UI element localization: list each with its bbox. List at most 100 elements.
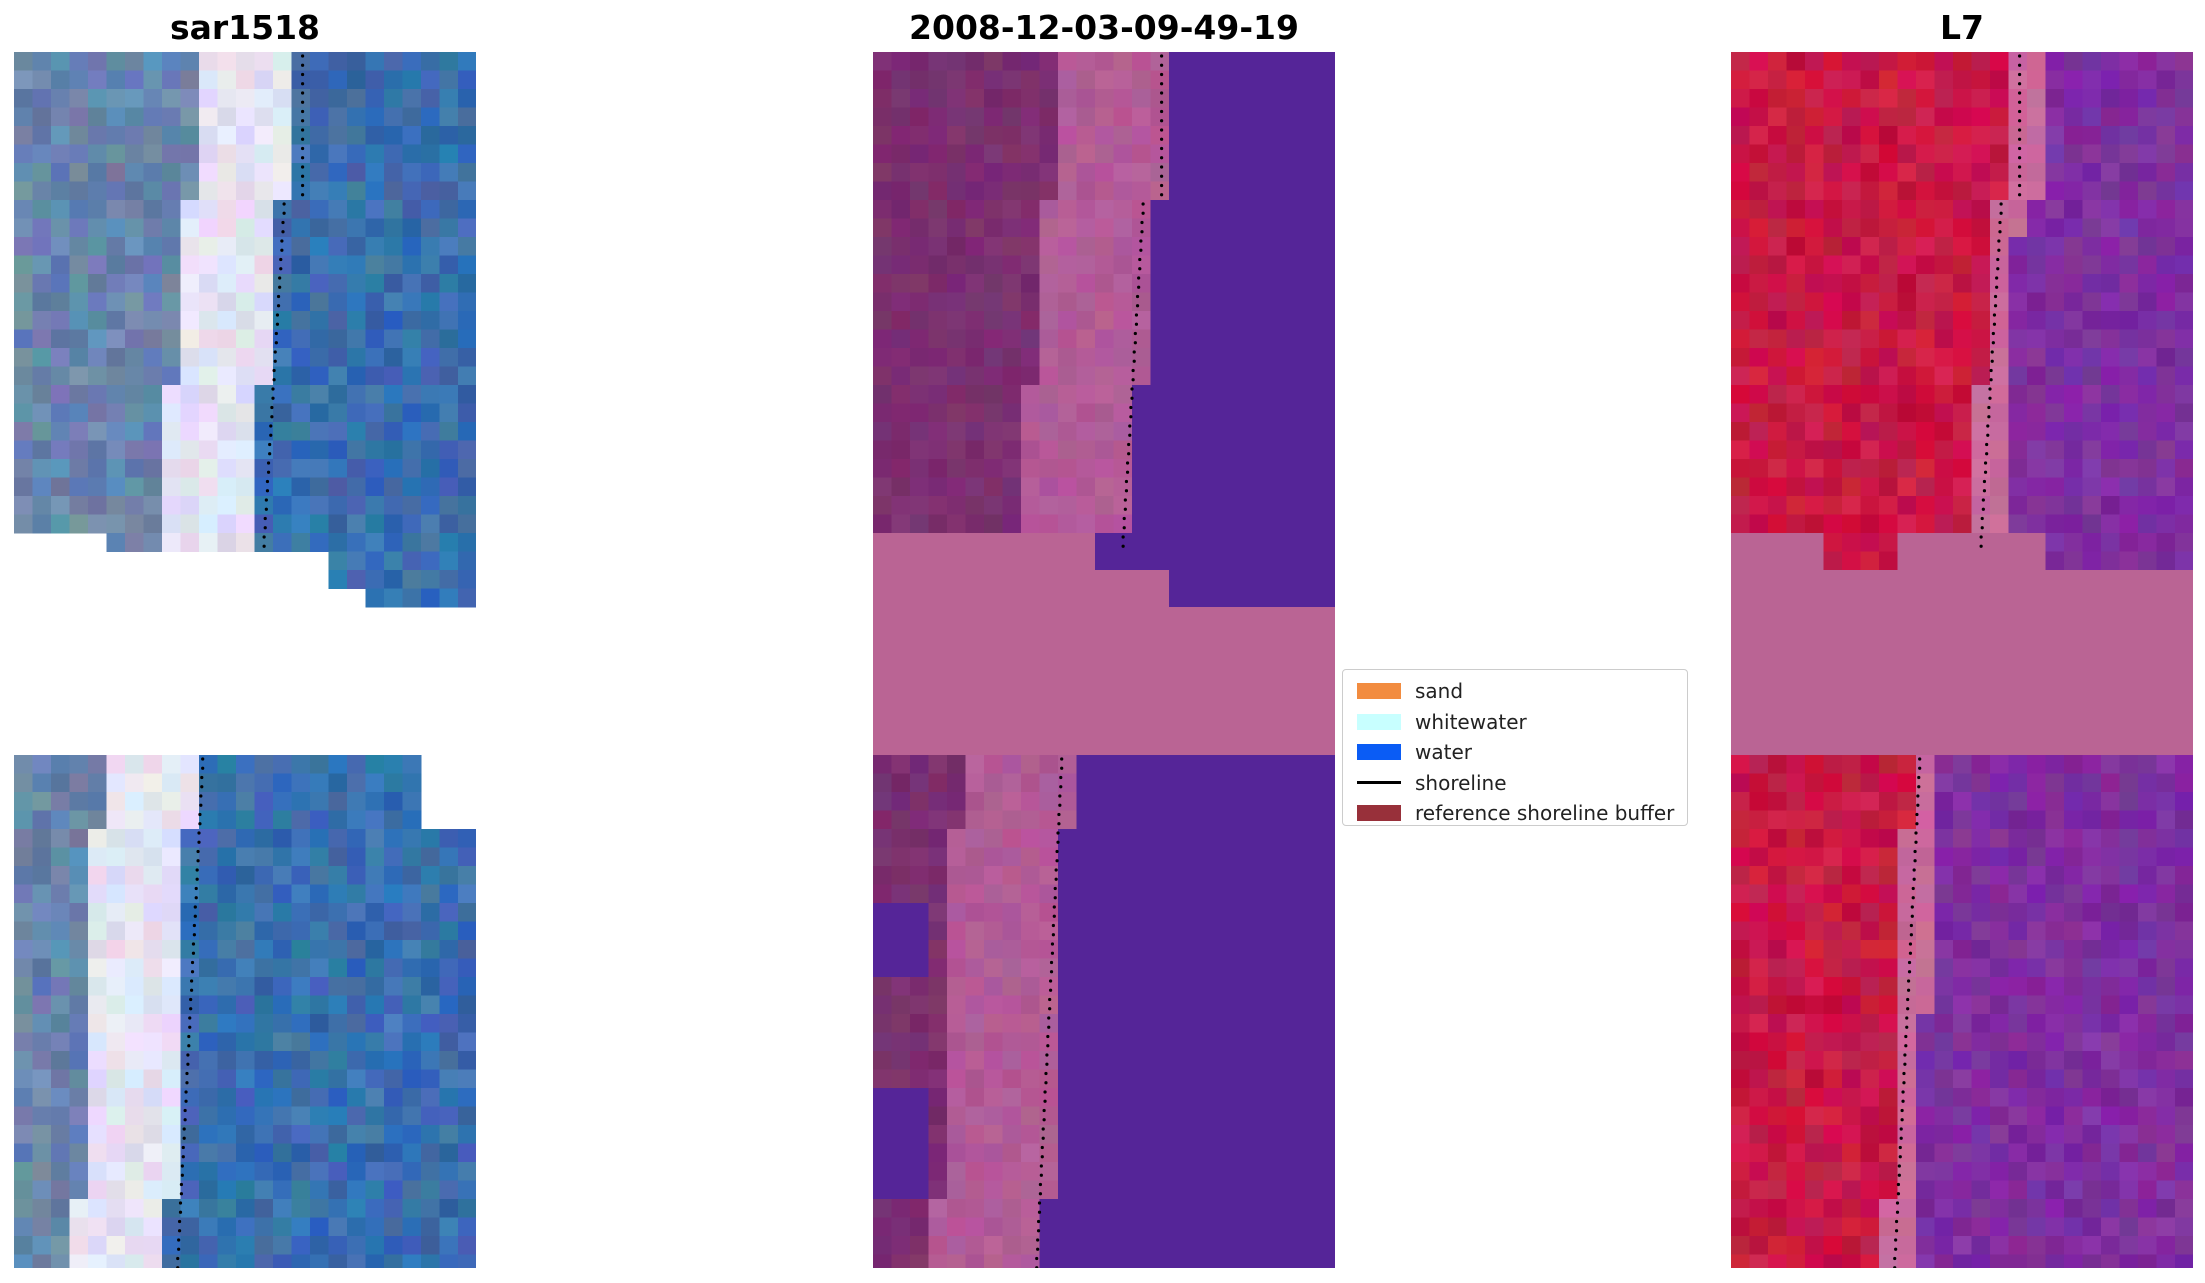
shoreline-point [1059,775,1063,780]
rgb-pixel [310,1051,329,1070]
classified-pixel [1187,1180,1207,1200]
classified-pixel [1002,181,1022,201]
index-pixel [2101,884,2120,904]
shoreline-point [1992,322,1997,326]
classified-pixel [965,366,985,386]
classified-pixel [1132,163,1151,182]
classified-pixel [1002,496,1022,515]
classified-pixel [1039,292,1059,312]
classified-pixel [891,459,911,478]
index-pixel [1768,422,1787,441]
classified-pixel [1261,126,1281,145]
classified-pixel [1280,866,1299,885]
classified-pixel [1039,514,1059,534]
classified-pixel [1187,607,1207,626]
rgb-pixel [291,773,311,793]
index-pixel [1786,866,1806,885]
classified-pixel [1317,255,1335,275]
classified-pixel [873,607,892,626]
index-pixel [1860,1051,1880,1070]
classified-pixel [1002,681,1022,700]
rgb-pixel [162,1125,181,1144]
classified-pixel [1280,1236,1299,1255]
index-pixel [1786,459,1806,478]
rgb-pixel [458,1088,476,1107]
index-pixel [2008,385,2028,404]
rgb-pixel [162,514,181,534]
rgb-pixel [291,1051,311,1070]
shoreline-point [1160,72,1164,77]
index-pixel [1805,459,1824,478]
rgb-pixel [162,292,181,312]
rgb-pixel [14,200,33,219]
index-pixel [2138,866,2157,885]
index-pixel [1953,662,1972,682]
classified-pixel [1169,1051,1188,1070]
index-pixel [1934,1125,1954,1144]
index-pixel [1768,126,1787,145]
classified-pixel [1243,1069,1262,1089]
rgb-pixel [458,884,476,904]
shoreline-point [1906,997,1910,1002]
rgb-pixel [347,1069,366,1089]
classified-pixel [1206,329,1225,349]
classified-pixel [1187,1143,1207,1163]
classified-pixel [965,70,985,90]
rgb-pixel [180,200,200,219]
index-pixel [1805,422,1824,441]
index-pixel [2156,1162,2176,1181]
index-pixel [1897,422,1917,441]
index-pixel [1934,662,1954,682]
rgb-pixel [32,773,52,793]
classified-pixel [1261,1254,1281,1268]
rgb-pixel [384,1014,403,1033]
classified-pixel [1076,274,1096,293]
classified-pixel [1224,940,1244,959]
classified-pixel [910,1236,929,1255]
rgb-pixel [458,348,476,367]
rgb-pixel [217,1032,237,1052]
shoreline-point [1125,470,1130,474]
rgb-pixel [32,403,52,423]
index-pixel [1860,163,1880,182]
classified-pixel [1021,1162,1040,1181]
index-pixel [2045,52,2065,71]
index-pixel [2045,1217,2065,1237]
rgb-pixel [310,496,329,515]
index-pixel [1768,403,1787,423]
classified-pixel [1261,200,1281,219]
classified-pixel [1206,625,1225,645]
index-pixel [1805,755,1824,774]
index-pixel [1768,551,1787,571]
rgb-pixel [125,866,144,885]
classified-pixel [1187,903,1207,922]
rgb-pixel [125,126,144,145]
classified-pixel [965,237,985,256]
rgb-pixel [347,366,366,386]
rgb-pixel [310,921,329,941]
rgb-pixel [143,255,163,275]
index-pixel [1953,237,1972,256]
index-pixel [2027,829,2046,848]
index-pixel [1842,755,1861,774]
index-pixel [1990,1217,2009,1237]
index-pixel [2027,144,2046,164]
rgb-pixel [347,551,366,571]
classified-pixel [1298,662,1318,682]
classified-pixel [1317,718,1335,737]
index-pixel [1731,736,1750,756]
index-pixel [2082,607,2102,626]
rgb-pixel [180,311,200,330]
classified-pixel [1206,662,1225,682]
index-pixel [2027,459,2046,478]
index-pixel [2119,52,2139,71]
index-pixel [1990,422,2009,441]
index-pixel [1953,588,1972,608]
classified-pixel [984,237,1003,256]
rgb-pixel [310,773,329,793]
classified-pixel [1076,52,1096,71]
shoreline-point [1138,267,1142,271]
classified-pixel [1206,1199,1225,1218]
rgb-pixel [88,1199,107,1218]
classified-pixel [1095,718,1114,737]
